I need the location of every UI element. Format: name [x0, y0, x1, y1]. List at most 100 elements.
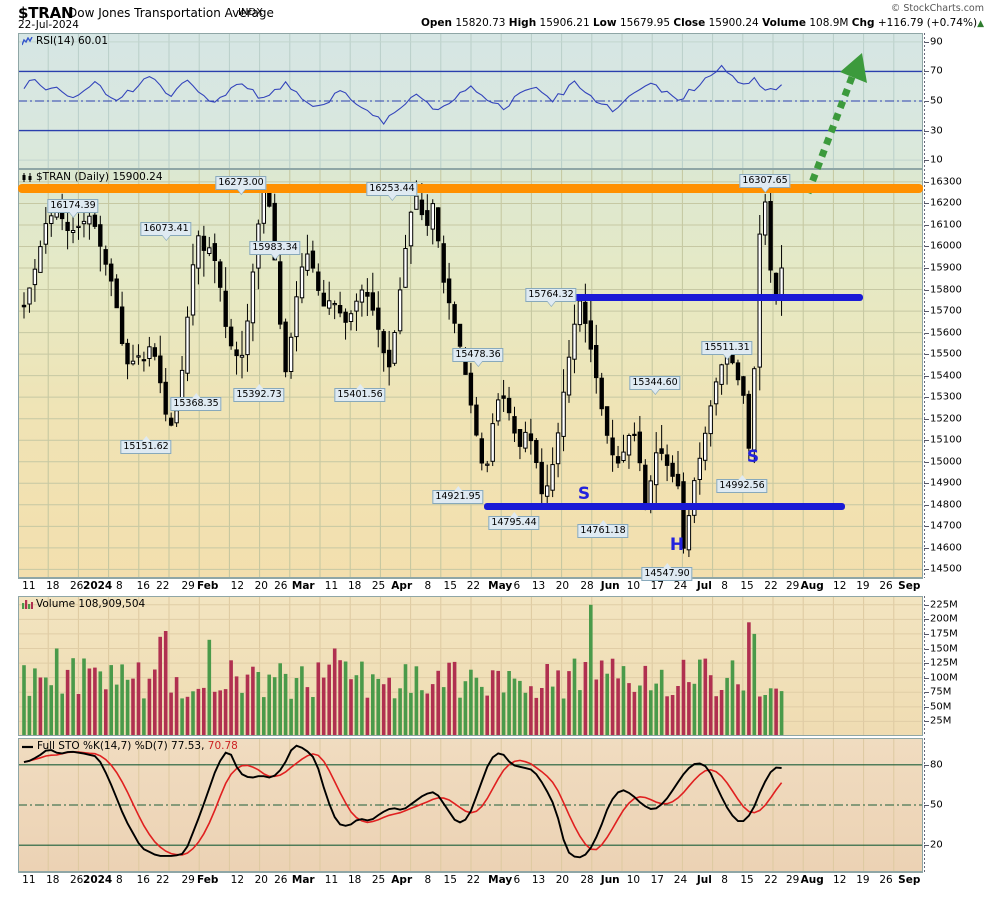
y-axis-tick-label: 90	[930, 36, 943, 48]
y-axis-tick-mark	[924, 332, 929, 334]
x-axis-tick-label: 12	[833, 580, 847, 592]
x-axis-tick-label: 13	[531, 580, 546, 592]
price-callout: 15344.60	[629, 376, 681, 394]
price-callout: 14795.44	[488, 512, 540, 530]
y-axis-tick-mark	[924, 224, 929, 226]
green-breakout-arrow	[804, 53, 867, 195]
price-legend: $TRAN (Daily) 15900.24	[22, 171, 163, 185]
x-axis-tick-label: 22	[156, 580, 170, 592]
price-callout-text: 16253.44	[369, 183, 415, 194]
callout-tail	[237, 189, 245, 194]
y-axis-tick-label: 15300	[930, 391, 962, 403]
x-axis-tick-label: 19	[856, 580, 870, 592]
callout-tail	[474, 361, 482, 366]
price-callout-text: 14547.90	[644, 568, 690, 579]
stochastic-panel: Full STO %K(14,7) %D(7) 77.53, 70.78	[18, 738, 923, 872]
y-axis-tick-mark	[924, 203, 929, 205]
price-callout: 14992.56	[716, 475, 768, 493]
y-axis-tick-label: 14500	[930, 563, 962, 575]
price-callout: 15392.73	[233, 384, 285, 402]
x-axis-tick-label: 28	[580, 874, 594, 886]
price-callout: 15478.36	[452, 348, 504, 366]
y-axis-tick-mark	[924, 721, 929, 723]
x-axis-tick-label: 8	[424, 580, 432, 592]
y-axis-tick-mark	[924, 397, 929, 399]
y-axis-tick-label: 125M	[930, 657, 958, 669]
x-axis-tick-label: 8	[424, 874, 432, 886]
volume-legend-text: Volume 108,909,504	[36, 598, 146, 610]
y-axis-tick-label: 50	[930, 95, 943, 107]
x-axis-tick-label: 2024	[83, 580, 113, 592]
x-axis-tick-label: 26	[69, 580, 84, 592]
x-axis-tick-label: 24	[673, 874, 688, 886]
y-axis-tick-label: 15800	[930, 284, 962, 296]
y-axis-tick-label: 14700	[930, 520, 962, 532]
x-axis-tick-label: 6	[513, 580, 521, 592]
price-callout-text: 16307.65	[742, 175, 788, 186]
x-axis-tick-label: 8	[721, 580, 728, 592]
price-callout: 16174.39	[47, 199, 99, 217]
head-shoulders-label: S	[577, 484, 591, 504]
y-axis-tick-mark	[924, 101, 929, 102]
y-axis-tick-label: 175M	[930, 628, 958, 640]
x-axis-tick-label: 26	[879, 874, 893, 886]
symbol-name: Dow Jones Transportation Average	[68, 6, 274, 20]
close-value: 15900.24	[708, 17, 759, 29]
x-axis-tick-label: 16	[136, 580, 150, 592]
stochastic-k-text: Full STO %K(14,7) %D(7) 77.53,	[37, 740, 205, 752]
chart-header: $TRAN Dow Jones Transportation Average I…	[0, 0, 990, 33]
callout-tail	[192, 393, 200, 398]
y-axis-tick-mark	[924, 440, 929, 442]
price-callout: 14761.18	[577, 520, 629, 538]
x-axis-tick-label: 29	[181, 580, 195, 592]
callout-tail	[547, 301, 555, 306]
symbol-ticker: $TRAN	[18, 4, 74, 22]
y-axis-tick-mark	[924, 569, 929, 571]
x-axis-tick-label: 17	[650, 874, 664, 886]
x-axis-tick-label: 12	[230, 874, 245, 886]
y-axis-tick-label: 15900	[930, 262, 962, 274]
price-plot	[18, 169, 923, 578]
y-axis-tick-mark	[924, 764, 929, 766]
high-value: 15906.21	[539, 17, 590, 29]
y-axis-tick-mark	[924, 289, 929, 291]
stockcharts-watermark: © StockCharts.com	[890, 3, 984, 14]
y-axis-tick-label: 15600	[930, 327, 962, 339]
x-axis-tick-label: Feb	[196, 874, 219, 886]
rsi-legend: RSI(14) 60.01	[21, 35, 108, 49]
price-callout-text: 14795.44	[491, 517, 537, 528]
chg-value: +116.79 (+0.74%)	[877, 17, 978, 29]
x-axis-bottom: 11 18 26 2024 8 16 22 29 Feb 12 20 26 Mar 11 18 25 Apr 8 1…	[0, 872, 990, 890]
blue-upper-resistance-line	[548, 294, 863, 302]
volume-legend: Volume 108,909,504	[22, 598, 145, 612]
x-axis-tick-label: 29	[785, 580, 800, 592]
callout-tail	[510, 512, 518, 517]
volume-plot	[18, 596, 923, 736]
y-axis-tick-label: 14800	[930, 499, 962, 511]
x-axis-tick-label: 20	[555, 580, 570, 592]
price-callout-text: 15764.32	[528, 289, 574, 300]
up-triangle-icon: ▲	[977, 19, 984, 29]
callout-tail	[255, 384, 263, 389]
x-axis-tick-label: 22	[466, 580, 481, 592]
stochastic-plot	[18, 738, 923, 872]
y-axis-tick-label: 15000	[930, 456, 962, 468]
orange-resistance-line	[18, 183, 923, 193]
x-axis-tick-label: 2024	[83, 874, 113, 886]
x-axis-tick-label: 6	[513, 874, 521, 886]
x-axis-tick-label: 26	[274, 874, 288, 886]
x-axis-tick-label: 11	[22, 874, 36, 886]
price-callout-text: 15401.56	[337, 389, 383, 400]
y-axis-tick-mark	[924, 354, 929, 356]
price-callout-text: 14761.18	[580, 525, 626, 536]
x-axis-tick-label: 15	[740, 874, 754, 886]
callout-tail	[142, 436, 150, 441]
price-callout: 16073.41	[140, 222, 192, 240]
x-axis-tick-label: Aug	[800, 874, 824, 886]
y-axis-tick-mark	[924, 845, 929, 847]
y-axis-tick-mark	[924, 663, 929, 665]
y-axis-tick-mark	[924, 805, 929, 806]
x-axis-tick-label: Mar	[291, 874, 315, 886]
y-axis-tick-mark	[924, 706, 929, 708]
y-axis-tick-mark	[924, 633, 929, 635]
